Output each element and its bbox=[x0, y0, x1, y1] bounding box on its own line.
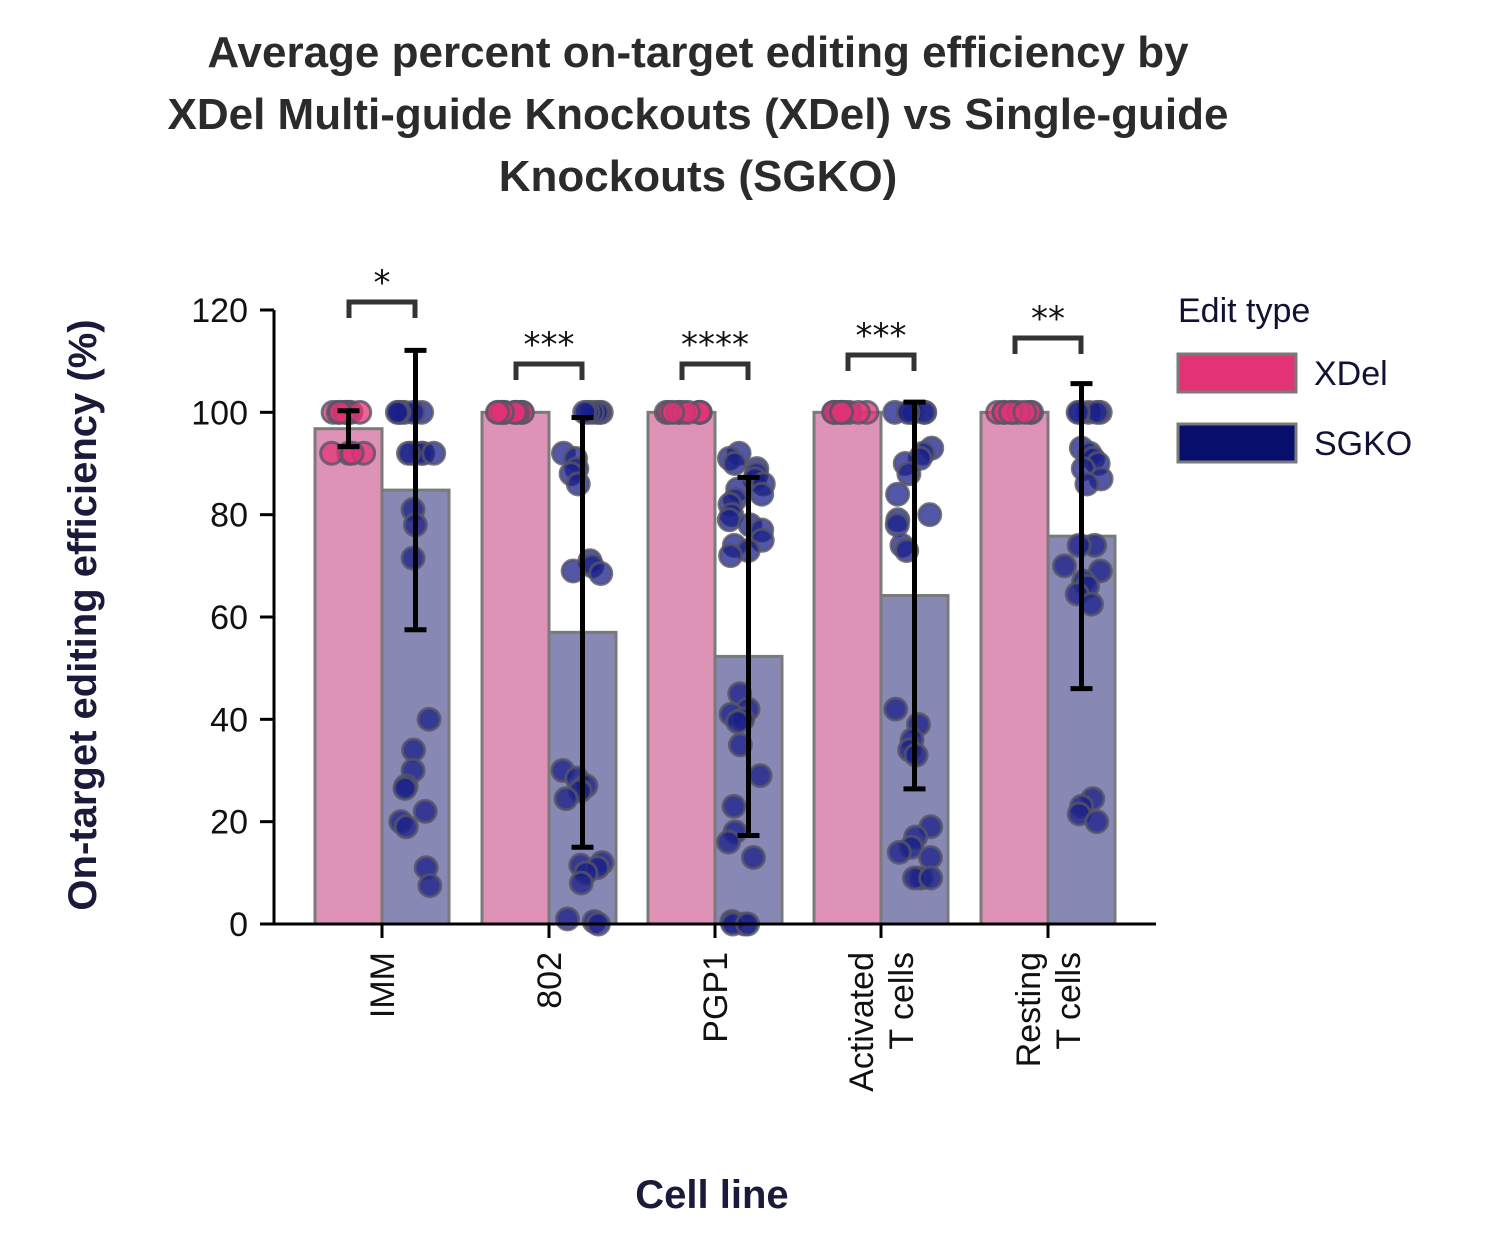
data-point-sgko bbox=[917, 502, 943, 528]
y-tick-label: 100 bbox=[191, 394, 248, 432]
significance-label: **** bbox=[681, 325, 749, 365]
data-point-sgko bbox=[721, 793, 747, 819]
data-point-sgko bbox=[716, 507, 742, 533]
bars-layer bbox=[313, 410, 1117, 926]
data-point-sgko bbox=[722, 451, 748, 476]
x-tick-label: 802 bbox=[531, 952, 569, 1009]
data-point-xdel bbox=[485, 399, 511, 425]
significance-layer: **** **** *** ** bbox=[346, 263, 1084, 380]
data-point-sgko bbox=[565, 471, 591, 497]
legend-label-sgko: SGKO bbox=[1314, 425, 1412, 463]
y-tick-label: 40 bbox=[210, 701, 248, 739]
data-point-sgko bbox=[1084, 809, 1110, 835]
significance-bracket bbox=[845, 352, 917, 371]
x-tick-label-line: IMM bbox=[364, 952, 402, 1018]
data-point-sgko bbox=[384, 399, 410, 425]
data-point-sgko bbox=[393, 814, 419, 840]
data-point-sgko bbox=[740, 844, 766, 870]
x-tick-label-line: Resting bbox=[1010, 952, 1048, 1067]
data-point-sgko bbox=[727, 732, 753, 758]
y-tick-label: 0 bbox=[229, 906, 248, 944]
x-tick-label-line: T cells bbox=[1050, 952, 1088, 1050]
x-tick-label: PGP1 bbox=[697, 952, 735, 1043]
significance-label: *** bbox=[524, 325, 575, 365]
bar-xdel bbox=[646, 410, 717, 926]
x-tick-label-line: T cells bbox=[883, 952, 921, 1050]
x-tick-label-line: PGP1 bbox=[697, 952, 735, 1043]
significance-bracket bbox=[513, 361, 585, 380]
data-point-sgko bbox=[749, 481, 775, 507]
legend: Edit type XDel SGKO bbox=[1176, 292, 1412, 464]
bar-xdel bbox=[313, 427, 384, 926]
data-point-sgko bbox=[401, 737, 427, 763]
legend-swatch-sgko bbox=[1176, 422, 1298, 464]
data-point-sgko bbox=[884, 512, 910, 538]
chart-title: Average percent on-target editing effici… bbox=[60, 22, 1336, 208]
data-point-sgko bbox=[1052, 553, 1078, 579]
x-tick-label-line: 802 bbox=[531, 952, 569, 1009]
data-point-sgko bbox=[588, 561, 614, 587]
significance-bracket bbox=[346, 299, 418, 318]
x-axis-title: Cell line bbox=[635, 1173, 788, 1217]
data-point-sgko bbox=[918, 865, 944, 891]
data-point-sgko bbox=[883, 696, 909, 722]
y-axis-title: On-target editing efficiency (%) bbox=[61, 319, 105, 910]
chart-title-line-3: Knockouts (SGKO) bbox=[498, 152, 898, 201]
data-point-xdel bbox=[1012, 399, 1038, 425]
y-tick-label: 60 bbox=[210, 599, 248, 637]
significance-bracket bbox=[1012, 335, 1084, 354]
legend-swatch-xdel bbox=[1176, 352, 1298, 394]
data-point-sgko bbox=[568, 870, 594, 896]
data-point-sgko bbox=[417, 873, 443, 899]
data-point-xdel bbox=[660, 399, 686, 425]
y-tick-label: 80 bbox=[210, 497, 248, 535]
data-point-sgko bbox=[392, 775, 418, 801]
significance-bracket bbox=[679, 361, 751, 380]
data-point-sgko bbox=[718, 543, 744, 569]
y-tick-label: 120 bbox=[191, 292, 248, 330]
bar-xdel bbox=[480, 410, 551, 926]
bar-xdel bbox=[979, 410, 1050, 926]
chart-title-line-2: XDel Multi-guide Knockouts (XDel) vs Sin… bbox=[167, 90, 1229, 139]
data-point-sgko bbox=[553, 786, 579, 812]
error-bars-layer bbox=[337, 347, 1093, 850]
y-tick-label: 20 bbox=[210, 804, 248, 842]
x-tick-label-line: Activated bbox=[843, 952, 881, 1092]
data-point-sgko bbox=[725, 709, 751, 735]
significance-label: ** bbox=[1031, 299, 1065, 339]
data-point-sgko bbox=[885, 481, 911, 507]
x-tick-label: IMM bbox=[364, 952, 402, 1018]
data-point-sgko bbox=[555, 906, 581, 932]
significance-label: * bbox=[374, 263, 391, 303]
chart-title-line-1: Average percent on-target editing effici… bbox=[207, 28, 1189, 77]
legend-title: Edit type bbox=[1178, 292, 1310, 330]
data-point-sgko bbox=[412, 798, 438, 824]
data-point-sgko bbox=[716, 829, 742, 855]
data-point-sgko bbox=[886, 839, 912, 865]
legend-label-xdel: XDel bbox=[1314, 355, 1388, 393]
x-tick-label: Resting T cells bbox=[1010, 952, 1088, 1067]
data-point-sgko bbox=[421, 440, 447, 466]
x-tick-label: Activated T cells bbox=[843, 952, 921, 1092]
data-point-sgko bbox=[917, 844, 943, 870]
bar-xdel bbox=[812, 410, 883, 926]
data-point-xdel bbox=[829, 399, 855, 425]
significance-label: *** bbox=[856, 316, 907, 356]
data-point-sgko bbox=[416, 706, 442, 732]
data-point-sgko bbox=[1065, 399, 1091, 425]
data-point-sgko bbox=[747, 763, 773, 789]
